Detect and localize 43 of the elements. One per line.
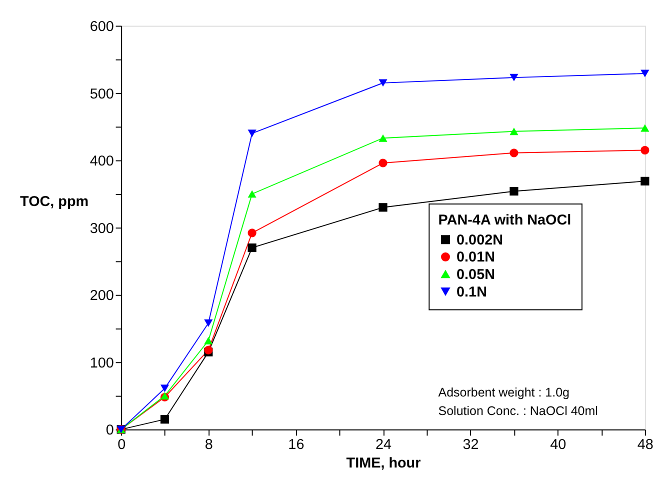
point xyxy=(378,158,388,168)
legend-label: 0.05N xyxy=(456,267,495,284)
y-tick-label: 300 xyxy=(90,220,114,237)
annotation: Solution Conc. : NaOCl 40ml xyxy=(438,404,598,418)
legend-label: 0.01N xyxy=(456,250,495,266)
y-tick-label: 0 xyxy=(106,422,114,439)
legend-title: PAN-4A with NaOCl xyxy=(438,212,572,229)
point xyxy=(204,336,213,344)
x-tick-label: 0 xyxy=(118,437,126,454)
point xyxy=(640,124,650,132)
y-tick-label: 200 xyxy=(90,288,114,304)
y-tick-label: 400 xyxy=(90,154,114,170)
point xyxy=(510,128,518,136)
point xyxy=(378,203,388,212)
y-tick-label: 500 xyxy=(90,86,114,102)
x-tick-label: 32 xyxy=(462,437,479,454)
point xyxy=(510,74,518,82)
legend-label: 0.002N xyxy=(456,232,504,248)
y-tick-label: 100 xyxy=(90,355,114,372)
x-tick-label: 16 xyxy=(288,437,304,454)
point xyxy=(248,130,256,138)
point xyxy=(640,176,650,186)
point xyxy=(640,146,650,154)
point xyxy=(248,190,256,198)
y-axis-title: TOC, ppm xyxy=(20,194,89,210)
point xyxy=(640,70,650,78)
point xyxy=(378,79,388,87)
point xyxy=(248,243,256,252)
x-tick-label: 40 xyxy=(550,437,566,454)
point xyxy=(378,134,388,142)
point xyxy=(510,186,518,196)
annotation: Adsorbent weight : 1.0g xyxy=(438,386,570,400)
point xyxy=(160,415,170,424)
x-tick-label: 24 xyxy=(375,437,392,454)
point xyxy=(248,228,256,238)
y-tick-label: 600 xyxy=(90,19,114,36)
x-tick-label: 48 xyxy=(637,437,654,454)
legend-label: 0.1N xyxy=(456,284,487,300)
x-axis-title: TIME, hour xyxy=(346,455,422,472)
point xyxy=(204,319,213,327)
point xyxy=(160,384,170,392)
x-tick-label: 8 xyxy=(204,437,213,454)
point xyxy=(510,148,518,158)
